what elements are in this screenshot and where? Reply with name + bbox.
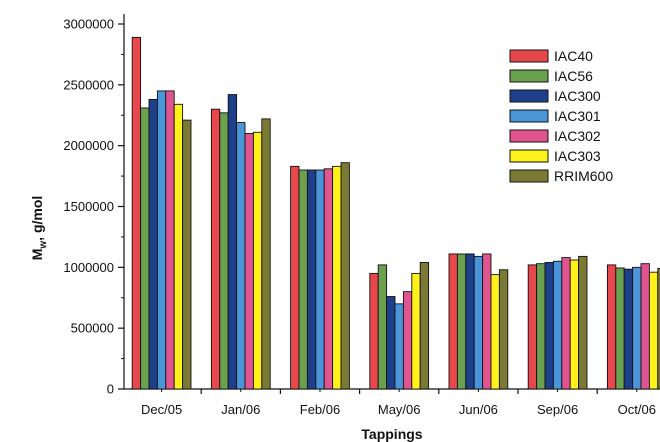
- bar: [227, 94, 238, 390]
- legend-swatch: [509, 129, 549, 143]
- bar: [419, 262, 430, 390]
- x-tick-label: May/06: [378, 402, 421, 417]
- bar: [640, 263, 650, 390]
- bar: [244, 133, 254, 390]
- bar: [315, 169, 325, 390]
- y-axis-title-sub: w: [38, 241, 49, 250]
- bar: [632, 266, 642, 390]
- y-axis-title-rest: , g/mol: [29, 196, 45, 241]
- legend: IAC40 IAC56 IAC300 IAC301 IAC302 IAC303 RRIM60…: [509, 48, 613, 184]
- y-tick-label: 1500000: [63, 199, 114, 214]
- bar: [482, 253, 492, 390]
- legend-label: IAC40: [554, 48, 593, 64]
- bar: [527, 264, 538, 390]
- legend-label: RRIM600: [554, 168, 613, 184]
- x-tick-label: Jun/06: [459, 402, 498, 417]
- y-tick-label: 3000000: [63, 17, 114, 32]
- bar: [411, 272, 421, 390]
- bar: [648, 271, 659, 390]
- bar: [578, 255, 588, 390]
- bar: [219, 112, 229, 390]
- x-tick-label: Feb/06: [300, 402, 340, 417]
- bar: [569, 259, 580, 390]
- bar: [490, 274, 500, 390]
- x-tick-label: Jan/06: [221, 402, 260, 417]
- legend-label: IAC56: [554, 68, 593, 84]
- bar: [210, 108, 221, 390]
- bar: [386, 296, 396, 390]
- bar: [498, 269, 509, 390]
- bar: [156, 90, 167, 390]
- x-tick-label: Dec/05: [141, 402, 182, 417]
- legend-swatch: [509, 89, 549, 103]
- x-ticks: Dec/05 Jan/06 Feb/06 May/06 Jun/06 Sep/06 Oct/…: [141, 389, 656, 417]
- bar: [332, 165, 342, 390]
- bar: [402, 291, 413, 390]
- bar: [148, 98, 158, 390]
- y-tick-label: 500000: [71, 321, 114, 336]
- legend-swatch: [509, 69, 549, 83]
- bar: [606, 264, 617, 390]
- x-tick-label: Oct/06: [618, 402, 656, 417]
- legend-swatch: [509, 169, 549, 183]
- bar: [290, 165, 300, 390]
- y-axis-title-main: M: [29, 249, 45, 261]
- bar: [615, 267, 625, 390]
- y-tick-label: 1000000: [63, 260, 114, 275]
- y-ticks: 0 500000 1000000 1500000 2000000 2500000 30000…: [63, 17, 124, 397]
- bar: [473, 255, 484, 390]
- legend-swatch: [509, 149, 549, 163]
- bar: [323, 168, 334, 390]
- bar: [456, 253, 467, 390]
- bar: [544, 262, 554, 390]
- x-axis-title: Tappings: [361, 426, 422, 442]
- bar: [173, 103, 184, 390]
- y-axis-title: Mw, g/mol: [29, 196, 49, 261]
- bar: [131, 36, 142, 390]
- legend-label: IAC301: [554, 108, 601, 124]
- y-tick-label: 2000000: [63, 138, 114, 153]
- bars: [131, 36, 660, 390]
- bar: [369, 272, 379, 390]
- bar: [561, 257, 571, 390]
- x-tick-label: Sep/06: [537, 402, 578, 417]
- legend-swatch: [509, 109, 549, 123]
- bar: [306, 169, 317, 390]
- legend-label: IAC303: [554, 148, 601, 164]
- bar: [657, 268, 660, 390]
- legend-label: IAC302: [554, 128, 601, 144]
- y-tick-label: 2500000: [63, 77, 114, 92]
- bar: [552, 260, 563, 390]
- bar: [261, 118, 271, 390]
- bar: [340, 162, 350, 390]
- legend-swatch: [509, 49, 549, 63]
- bar: [394, 303, 404, 390]
- bar: [140, 107, 150, 390]
- bar: [448, 253, 458, 390]
- legend-label: IAC300: [554, 88, 601, 104]
- bar: [623, 268, 634, 390]
- bar: [377, 264, 388, 390]
- bar: [165, 90, 175, 390]
- y-tick-label: 0: [107, 382, 114, 397]
- bar: [182, 119, 192, 390]
- bar: [536, 263, 546, 390]
- bar: [465, 253, 475, 390]
- bar: [252, 131, 263, 390]
- bar: [298, 169, 308, 390]
- bar: [236, 122, 246, 390]
